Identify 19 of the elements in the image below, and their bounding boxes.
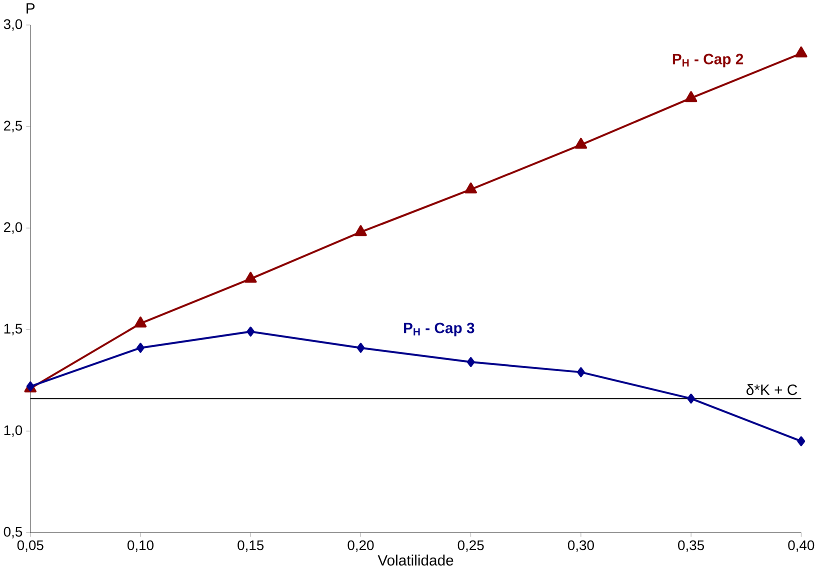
y-tick-label: 2,0 [4, 222, 22, 234]
x-tick-label: 0,35 [678, 540, 704, 552]
y-tick-label: 1,5 [4, 324, 22, 336]
x-tick-label: 0,30 [568, 540, 594, 552]
x-tick-label: 0,25 [458, 540, 484, 552]
y-tick-label: 2,5 [4, 120, 22, 132]
x-tick-label: 0,15 [238, 540, 264, 552]
y-tick-label: 0,5 [4, 526, 22, 538]
x-axis-title: Volatilidade [378, 554, 454, 566]
ref-line-label: δ*K + C [746, 384, 798, 396]
series-label: P$_{H}$ - Cap 3 [404, 322, 474, 336]
x-tick-label: 0,40 [788, 540, 814, 552]
x-tick-label: 0,10 [128, 540, 154, 552]
x-tick-label: 0,20 [348, 540, 374, 552]
y-tick-label: 3,0 [4, 19, 22, 31]
y-axis-title: P [26, 3, 35, 14]
series-label: P$_{H}$ - Cap 2 [672, 54, 744, 68]
x-tick-label: 0,05 [17, 540, 44, 552]
y-tick-label: 1,0 [4, 425, 22, 437]
